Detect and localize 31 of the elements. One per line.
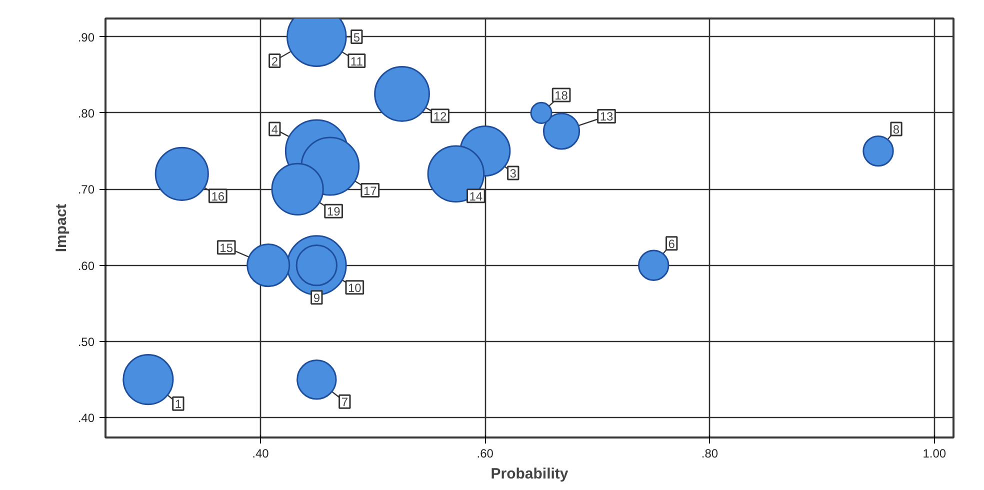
annotation: 19 bbox=[326, 204, 341, 219]
annotation: 14 bbox=[469, 189, 483, 204]
y-tick-label: .70 bbox=[78, 182, 95, 197]
annotation: 4 bbox=[271, 122, 278, 137]
annotation: 13 bbox=[600, 110, 614, 124]
annotation: 11 bbox=[350, 54, 364, 68]
annotation: 17 bbox=[363, 184, 378, 198]
annotation: 2 bbox=[271, 54, 278, 68]
y-axis-title: Impact bbox=[52, 204, 70, 252]
x-tick-label: .60 bbox=[476, 446, 494, 460]
y-tick-label: .60 bbox=[78, 258, 95, 273]
annotation: 16 bbox=[211, 189, 225, 204]
x-axis-title: Probability bbox=[490, 466, 569, 482]
y-tick-label: .90 bbox=[78, 30, 95, 44]
annotation: 1 bbox=[174, 397, 182, 412]
annotation: 8 bbox=[892, 122, 900, 137]
x-tick-label: .80 bbox=[701, 446, 718, 460]
y-tick-label: .80 bbox=[78, 106, 95, 120]
annotation: 10 bbox=[348, 280, 362, 295]
x-tick-label: .40 bbox=[252, 446, 270, 460]
y-tick-label: .40 bbox=[78, 411, 95, 426]
annotation: 3 bbox=[510, 166, 517, 181]
annotation: 5 bbox=[353, 30, 360, 44]
annotation: 12 bbox=[433, 109, 448, 124]
annotation: 18 bbox=[554, 88, 568, 102]
annotation: 7 bbox=[341, 395, 348, 410]
annotation: 6 bbox=[668, 236, 676, 251]
annotation: 15 bbox=[220, 240, 234, 255]
x-tick-label: 1.00 bbox=[922, 446, 946, 460]
annotation: 9 bbox=[313, 290, 320, 305]
y-tick-label: .50 bbox=[78, 335, 95, 350]
